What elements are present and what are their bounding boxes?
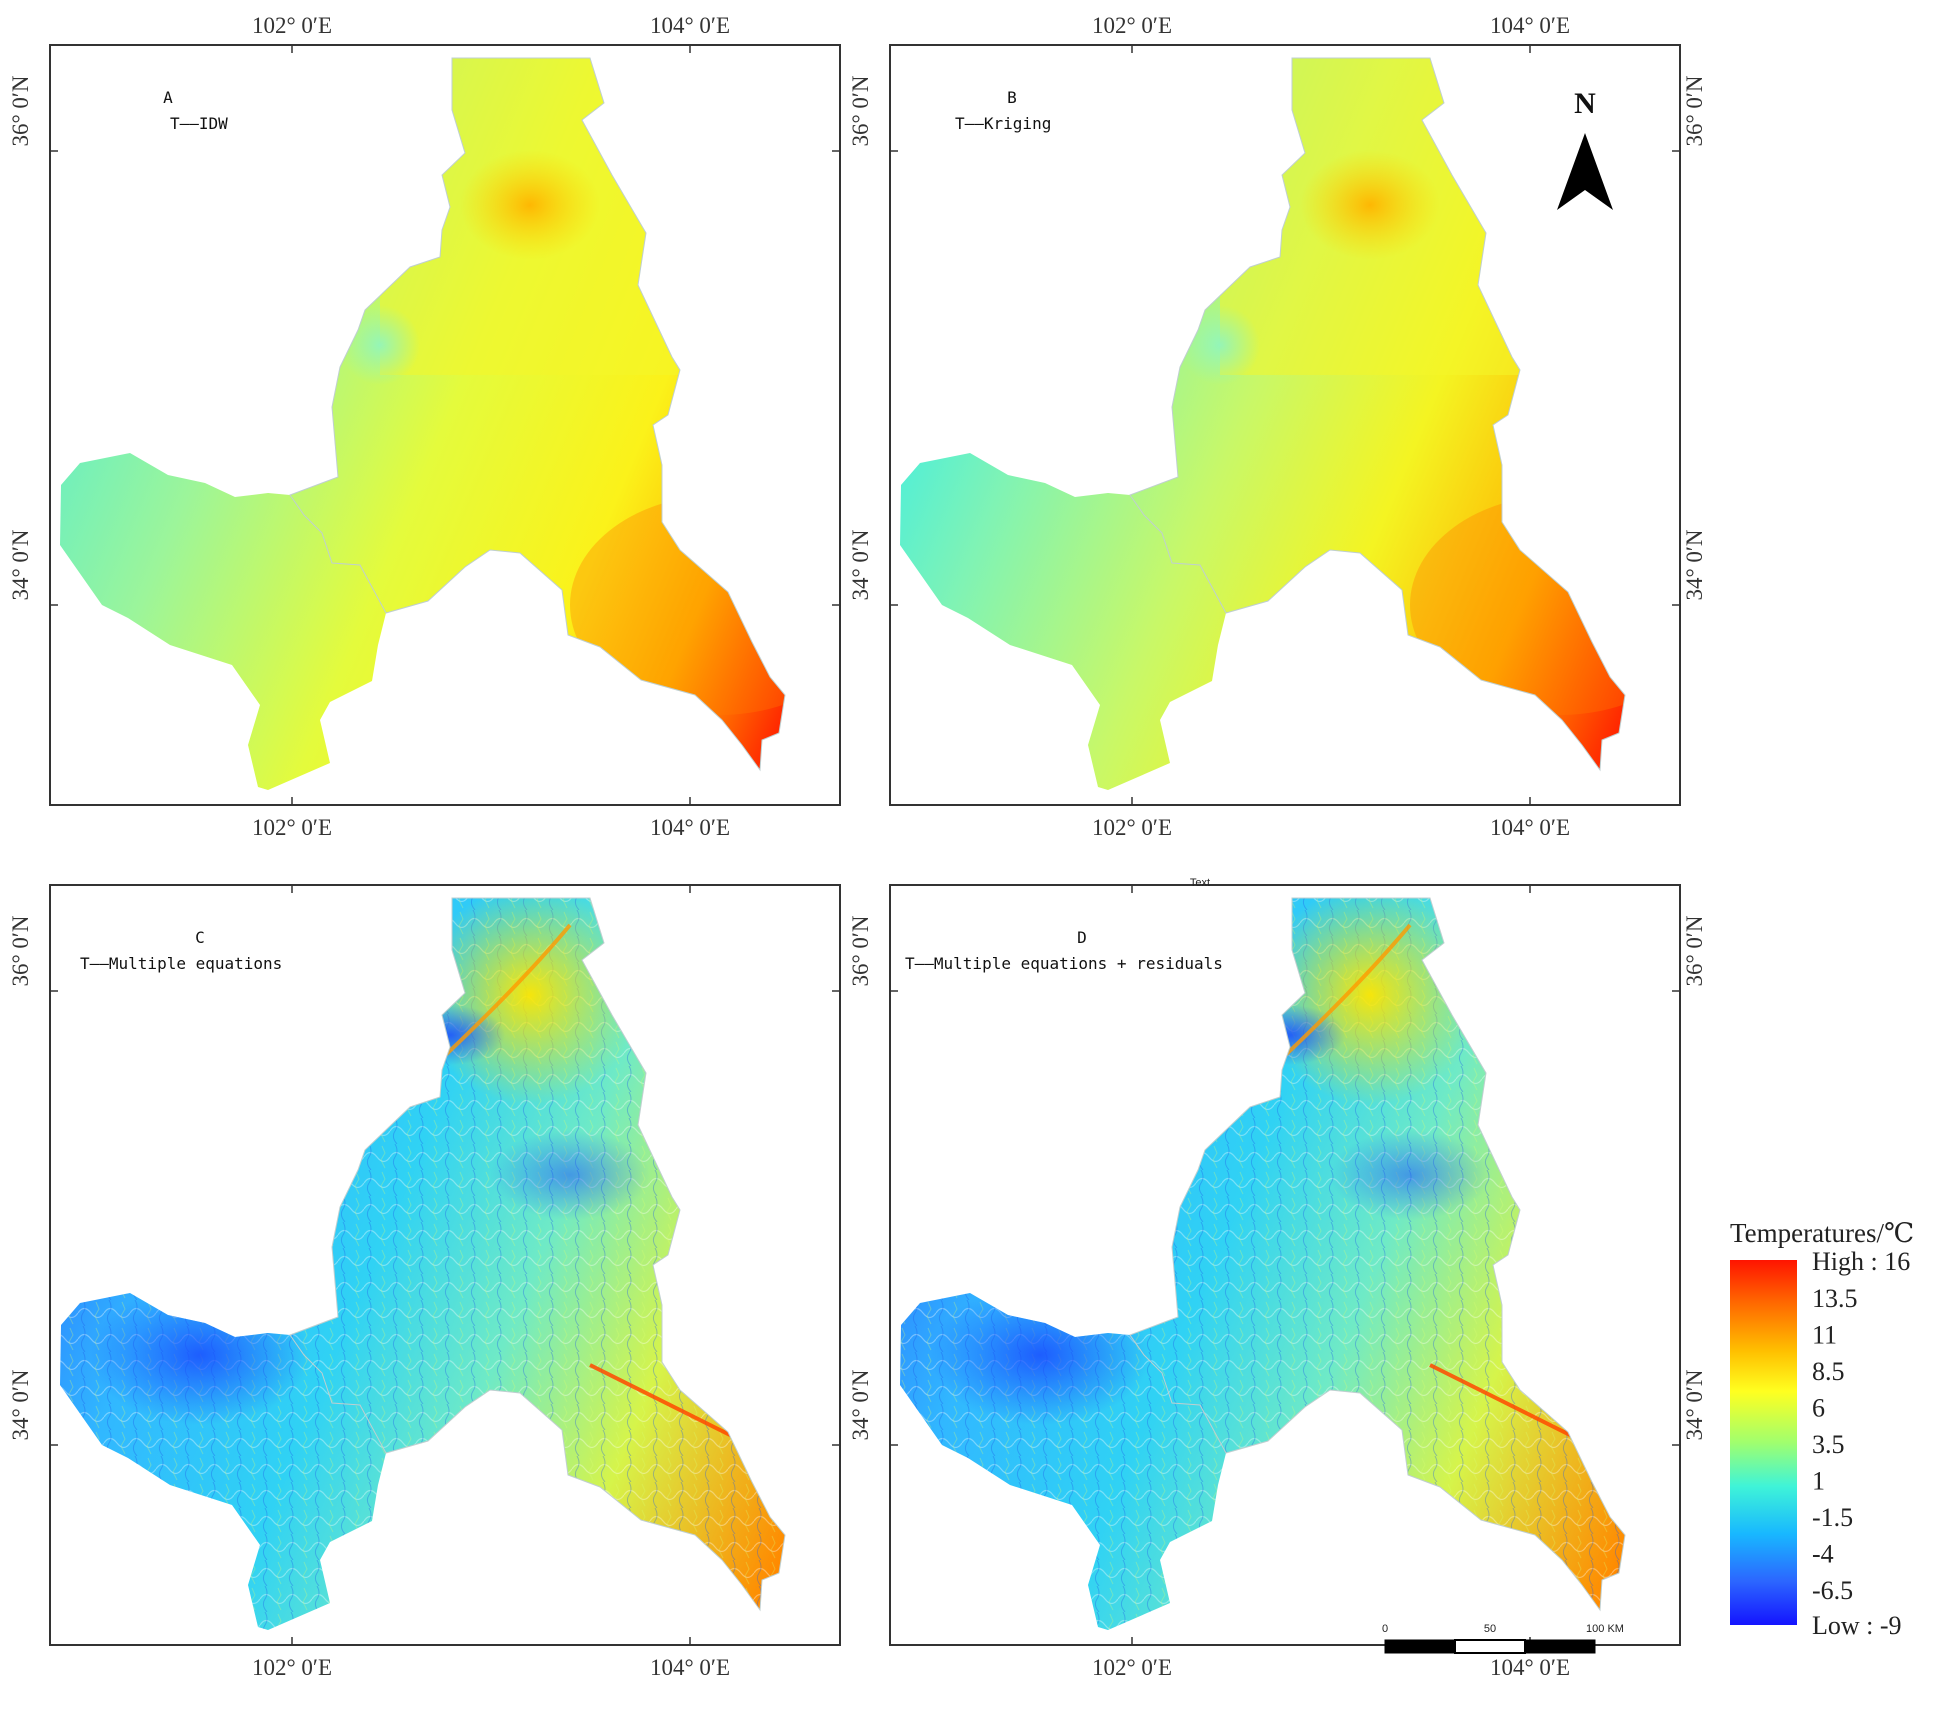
scale-label-0: 0 xyxy=(1382,1623,1388,1635)
legend-high: High : 16 xyxy=(1812,1247,1910,1276)
lat-36-label-left: 36° 0′N xyxy=(848,75,873,146)
region-outline xyxy=(289,57,786,772)
lon-104-label-bottom: 104° 0′E xyxy=(650,815,730,840)
region-outline xyxy=(1129,57,1626,772)
lon-102-label-top: 102° 0′E xyxy=(252,13,332,38)
lon-104-label-top: 104° 0′E xyxy=(1490,13,1570,38)
panel-letter-c: C xyxy=(195,928,205,947)
legend-tick-label: 11 xyxy=(1812,1321,1837,1350)
lat-36-label-left: 36° 0′N xyxy=(8,75,33,146)
north-arrow-label: N xyxy=(1574,87,1596,120)
lon-104-label-bottom: 104° 0′E xyxy=(1490,1655,1570,1680)
north-arrow-icon xyxy=(1557,133,1613,210)
panel-title-a: T——IDW xyxy=(170,114,228,133)
lon-102-label-top: 102° 0′E xyxy=(1092,13,1172,38)
lat-34-label-left: 34° 0′N xyxy=(8,529,33,600)
legend-tick-label: -4 xyxy=(1812,1540,1834,1569)
map-panel-a: 102° 0′E 102° 0′E 104° 0′E 104° 0′E 36° 0′N 3… xyxy=(8,13,841,840)
panel-title-b: T——Kriging xyxy=(955,114,1051,133)
lat-34-label-left: 34° 0′N xyxy=(848,529,873,600)
lon-104-label-bottom: 104° 0′E xyxy=(1490,815,1570,840)
scale-bar: 0 50 100 KM xyxy=(1382,1623,1624,1654)
legend-low: Low : -9 xyxy=(1812,1611,1902,1640)
legend-title: Temperatures/℃ xyxy=(1730,1218,1914,1248)
map-panel-d: 102° 0′E 104° 0′E 36° 0′N 36° 0′N 34° 0′N 34°… xyxy=(848,884,1707,1680)
lon-104-label-bottom: 104° 0′E xyxy=(650,1655,730,1680)
lat-34-label-left: 34° 0′N xyxy=(8,1369,33,1440)
lon-102-label-bottom: 102° 0′E xyxy=(1092,815,1172,840)
legend-color-ramp xyxy=(1730,1260,1797,1625)
lon-104-label-top: 104° 0′E xyxy=(650,13,730,38)
panel-title-c: T——Multiple equations xyxy=(80,954,282,973)
lat-34-label-right: 34° 0′N xyxy=(1682,529,1707,600)
stray-text: Text xyxy=(1190,877,1210,889)
legend-tick-label: 6 xyxy=(1812,1394,1825,1423)
panel-title-d: T——Multiple equations + residuals xyxy=(905,954,1223,973)
north-arrow: N xyxy=(1557,87,1613,210)
scale-label-50: 50 xyxy=(1484,1623,1496,1635)
map-panel-b: 102° 0′E 102° 0′E 104° 0′E 104° 0′E 36° 0′N 3… xyxy=(848,13,1707,840)
region-outline xyxy=(1129,897,1626,1612)
lat-36-label-left: 36° 0′N xyxy=(848,915,873,986)
panel-letter-d: D xyxy=(1077,928,1087,947)
legend-tick-label: 8.5 xyxy=(1812,1357,1845,1386)
scale-bar-seg-2 xyxy=(1454,1639,1526,1654)
legend-tick-label: -1.5 xyxy=(1812,1503,1853,1532)
scale-label-100: 100 KM xyxy=(1586,1623,1624,1635)
legend-tick-label: 13.5 xyxy=(1812,1284,1858,1313)
lat-36-label-right: 36° 0′N xyxy=(1682,915,1707,986)
map-panel-c: 102° 0′E 104° 0′E 36° 0′N 34° 0′N C T——Multip… xyxy=(8,884,841,1680)
lon-102-label-bottom: 102° 0′E xyxy=(252,1655,332,1680)
panel-letter-a: A xyxy=(163,88,173,107)
legend: Temperatures/℃ High : 16 13.5 11 8.5 6 3.5 1 -… xyxy=(1730,1218,1914,1640)
lat-34-label-right: 34° 0′N xyxy=(1682,1369,1707,1440)
lat-36-label-right: 36° 0′N xyxy=(1682,75,1707,146)
region-outline xyxy=(289,897,786,1612)
lon-102-label-bottom: 102° 0′E xyxy=(1092,1655,1172,1680)
legend-tick-label: 1 xyxy=(1812,1467,1825,1496)
legend-tick-label: 3.5 xyxy=(1812,1430,1845,1459)
lon-102-label-bottom: 102° 0′E xyxy=(252,815,332,840)
lat-36-label-left: 36° 0′N xyxy=(8,915,33,986)
scale-bar-seg-3 xyxy=(1524,1639,1596,1654)
legend-tick-label: -6.5 xyxy=(1812,1576,1853,1605)
lat-34-label-left: 34° 0′N xyxy=(848,1369,873,1440)
scale-bar-seg-1 xyxy=(1384,1639,1456,1654)
panel-letter-b: B xyxy=(1007,88,1017,107)
